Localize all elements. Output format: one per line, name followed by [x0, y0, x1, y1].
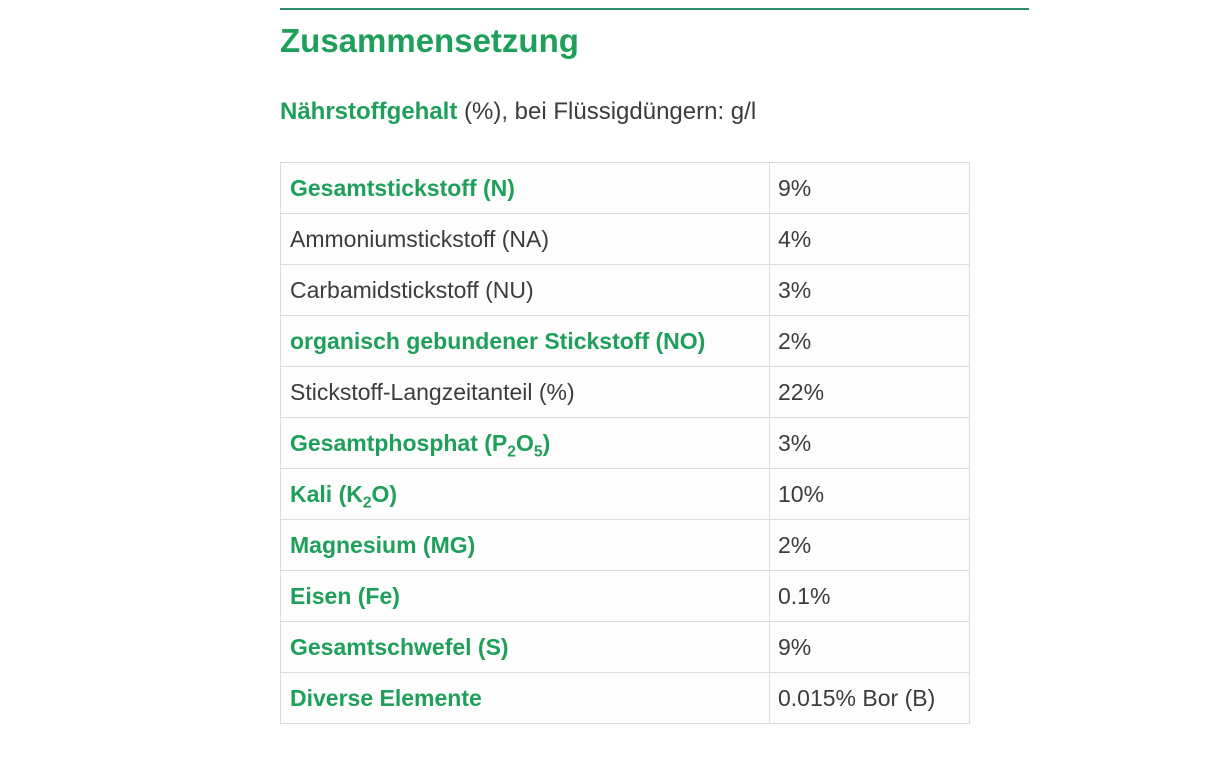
table-row: Magnesium (MG) 2% [280, 519, 970, 571]
composition-table-body: Gesamtstickstoff (N) 9% Ammoniumstickstoff… [280, 162, 970, 724]
nutrient-label-cell: Ammoniumstickstoff (NA) [280, 213, 770, 265]
composition-section: Zusammensetzung Nährstoffgehalt (%), bei… [280, 0, 1040, 724]
section-divider [280, 8, 1029, 10]
nutrient-value-cell: 3% [769, 417, 970, 469]
nutrient-value-cell: 0.1% [769, 570, 970, 622]
nutrient-label-cell: Stickstoff-Langzeitanteil (%) [280, 366, 770, 418]
nutrient-label-cell: Gesamtschwefel (S) [280, 621, 770, 673]
nutrient-label-cell: Eisen (Fe) [280, 570, 770, 622]
table-row: organisch gebundener Stickstoff (NO) 2% [280, 315, 970, 367]
table-row: Eisen (Fe) 0.1% [280, 570, 970, 622]
nutrient-value-cell: 9% [769, 162, 970, 214]
nutrient-value-cell: 22% [769, 366, 970, 418]
nutrient-label-cell: Gesamtphosphat (P2O5) [280, 417, 770, 469]
page-title: Zusammensetzung [280, 22, 579, 59]
nutrient-value-cell: 4% [769, 213, 970, 265]
nutrient-value-cell: 3% [769, 264, 970, 316]
nutrient-value-cell: 2% [769, 519, 970, 571]
nutrient-label-cell: Magnesium (MG) [280, 519, 770, 571]
nutrient-label-cell: Carbamidstickstoff (NU) [280, 264, 770, 316]
nutrient-label-cell: Diverse Elemente [280, 672, 770, 724]
nutrient-value-cell: 0.015% Bor (B) [769, 672, 970, 724]
nutrient-label-cell: Gesamtstickstoff (N) [280, 162, 770, 214]
subtitle: Nährstoffgehalt (%), bei Flüssigdüngern:… [280, 98, 1040, 126]
subtitle-rest: (%), bei Flüssigdüngern: g/l [457, 98, 757, 125]
table-row: Gesamtstickstoff (N) 9% [280, 162, 970, 214]
nutrient-value-cell: 9% [769, 621, 970, 673]
subtitle-lead: Nährstoffgehalt [280, 98, 458, 125]
table-row: Ammoniumstickstoff (NA) 4% [280, 213, 970, 265]
nutrient-label-cell: Kali (K2O) [280, 468, 770, 520]
composition-table: Gesamtstickstoff (N) 9% Ammoniumstickstoff… [280, 162, 970, 724]
table-row: Diverse Elemente 0.015% Bor (B) [280, 672, 970, 724]
table-row: Gesamtschwefel (S) 9% [280, 621, 970, 673]
nutrient-label-cell: organisch gebundener Stickstoff (NO) [280, 315, 770, 367]
table-row: Stickstoff-Langzeitanteil (%) 22% [280, 366, 970, 418]
table-row: Gesamtphosphat (P2O5) 3% [280, 417, 970, 469]
table-row: Kali (K2O) 10% [280, 468, 970, 520]
table-row: Carbamidstickstoff (NU) 3% [280, 264, 970, 316]
nutrient-value-cell: 10% [769, 468, 970, 520]
nutrient-value-cell: 2% [769, 315, 970, 367]
